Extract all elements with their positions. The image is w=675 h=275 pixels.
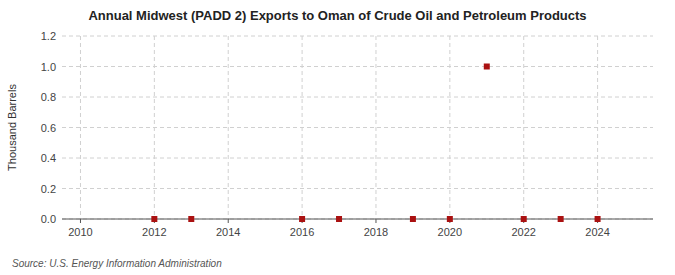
point — [447, 216, 453, 222]
x-tick-label: 2022 — [511, 226, 535, 238]
y-grid-line — [62, 219, 653, 220]
points — [151, 64, 600, 223]
y-tick-label: 0.0 — [41, 213, 56, 225]
x-grid-line — [80, 36, 81, 219]
y-tick-label: 0.2 — [41, 183, 56, 195]
point — [336, 216, 342, 222]
title: Annual Midwest (PADD 2) Exports to Oman … — [88, 8, 586, 23]
y-grid-line — [62, 158, 653, 159]
y-grid-line — [62, 127, 653, 128]
chart-svg: Annual Midwest (PADD 2) Exports to Oman … — [0, 0, 675, 275]
x-grid-line — [302, 36, 303, 219]
x-tick-label: 2018 — [364, 226, 388, 238]
chart-container: Annual Midwest (PADD 2) Exports to Oman … — [0, 0, 675, 275]
y-tick-label: 1.2 — [41, 30, 56, 42]
x-tick-label: 2012 — [142, 226, 166, 238]
point — [558, 216, 564, 222]
point — [595, 216, 601, 222]
point — [151, 216, 157, 222]
x-grid-line — [375, 36, 376, 219]
point — [484, 64, 490, 70]
x-grid-line — [154, 36, 155, 219]
point — [299, 216, 305, 222]
point — [410, 216, 416, 222]
x-tick-mark — [228, 219, 229, 223]
x-tick-mark — [375, 219, 376, 223]
x-tick-label: 2014 — [216, 226, 240, 238]
point — [188, 216, 194, 222]
x-grid-line — [449, 36, 450, 219]
grid — [62, 36, 653, 219]
y-tick-label: 1.0 — [41, 61, 56, 73]
x-tick-label: 2016 — [290, 226, 314, 238]
x-tick-label: 2020 — [438, 226, 462, 238]
background — [0, 0, 675, 275]
y-grid-line — [62, 36, 653, 37]
x-grid-line — [523, 36, 524, 219]
y-tick-label: 0.6 — [41, 122, 56, 134]
y-grid-line — [62, 97, 653, 98]
y-axis-label: Thousand Barrels — [6, 84, 18, 171]
source-note: Source: U.S. Energy Information Administ… — [12, 258, 222, 269]
x-tick-label: 2010 — [68, 226, 92, 238]
x-grid-line — [597, 36, 598, 219]
y-tick-label: 0.8 — [41, 91, 56, 103]
x-tick-label: 2024 — [585, 226, 609, 238]
x-axis-line — [62, 219, 653, 220]
y-tick-label: 0.4 — [41, 152, 56, 164]
y-grid-line — [62, 188, 653, 189]
x-grid-line — [228, 36, 229, 219]
y-grid-line — [62, 66, 653, 67]
x-tick-mark — [80, 219, 81, 223]
point — [521, 216, 527, 222]
